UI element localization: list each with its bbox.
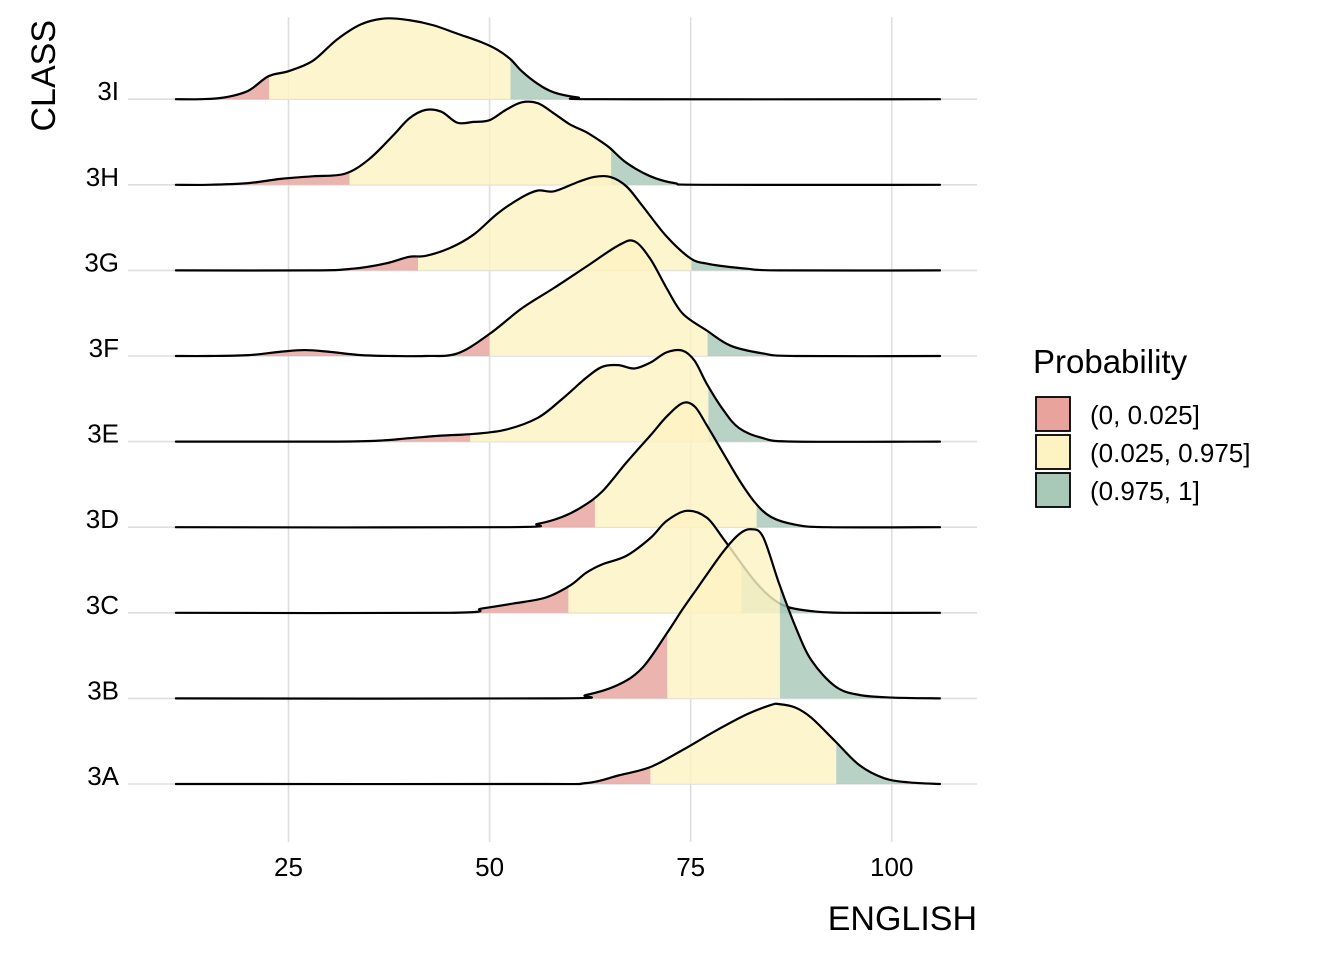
x-tick-label: 75 — [676, 852, 705, 882]
region-upper-tail-3h — [611, 148, 940, 185]
y-tick-label: 3G — [84, 247, 119, 277]
region-central-3h — [349, 101, 612, 185]
region-central-3a — [650, 703, 837, 784]
y-axis-title: CLASS — [25, 20, 63, 132]
region-upper-tail-3i — [510, 59, 940, 100]
density-line-3g — [174, 174, 942, 272]
legend-swatch — [1035, 434, 1071, 470]
x-axis-title: ENGLISH — [828, 900, 977, 938]
y-tick-label: 3H — [86, 162, 119, 192]
x-tick-label: 50 — [475, 852, 504, 882]
y-tick-label: 3F — [89, 333, 119, 363]
density-line-3f — [174, 239, 942, 358]
region-central-3e — [470, 350, 709, 442]
density-line-3e — [174, 348, 942, 443]
y-tick-label: 3I — [97, 76, 119, 106]
region-lower-tail-3c — [175, 586, 569, 614]
region-lower-tail-3d — [175, 497, 595, 528]
region-central-3b — [667, 529, 780, 699]
x-tick-label: 25 — [274, 852, 303, 882]
y-tick-label: 3E — [87, 419, 119, 449]
region-upper-tail-3e — [708, 386, 940, 442]
region-upper-tail-3f — [707, 331, 940, 357]
density-line-3h — [174, 100, 942, 187]
legend-label: (0, 0.025] — [1090, 400, 1200, 430]
region-upper-tail-3b — [779, 585, 940, 699]
legend-swatch — [1035, 396, 1071, 432]
y-tick-label: 3A — [87, 761, 119, 791]
tick-layer: 3A 3B 3C 3D 3E 3F 3G 3H 3I 25 50 75 100 — [84, 76, 913, 882]
ridge-3e — [174, 348, 942, 443]
density-line-3a — [174, 702, 942, 786]
region-central-3d — [594, 402, 757, 528]
region-lower-tail-3i — [175, 75, 270, 100]
ridge-3g — [174, 174, 942, 272]
region-lower-tail-3h — [175, 171, 350, 185]
ridge-layer — [174, 17, 942, 786]
legend-label: (0.975, 1] — [1090, 476, 1200, 506]
region-lower-tail-3g — [175, 256, 418, 271]
region-central-3i — [269, 18, 511, 100]
density-line-3d — [174, 401, 942, 529]
region-lower-tail-3b — [175, 632, 668, 699]
density-line-3i — [174, 17, 942, 101]
region-upper-tail-3a — [836, 742, 940, 784]
legend: Probability (0, 0.025] (0.025, 0.975] (0.9… — [1033, 343, 1250, 508]
legend-title: Probability — [1033, 343, 1188, 380]
legend-label: (0.025, 0.975] — [1090, 438, 1250, 468]
legend-swatch — [1035, 472, 1071, 508]
region-upper-tail-3d — [756, 504, 940, 528]
region-lower-tail-3a — [175, 767, 651, 785]
x-tick-label: 100 — [870, 852, 913, 882]
ridge-3d — [174, 401, 942, 529]
ridge-3f — [174, 239, 942, 358]
y-tick-label: 3B — [87, 675, 119, 705]
y-tick-label: 3D — [86, 504, 119, 534]
region-central-3f — [489, 240, 708, 356]
density-line-3b — [174, 528, 942, 700]
ridge-3a — [174, 702, 942, 786]
region-upper-tail-3g — [691, 259, 940, 271]
ridge-3b — [174, 528, 942, 700]
ridge-3h — [174, 100, 942, 187]
ridge-3i — [174, 17, 942, 101]
y-tick-label: 3C — [86, 590, 119, 620]
